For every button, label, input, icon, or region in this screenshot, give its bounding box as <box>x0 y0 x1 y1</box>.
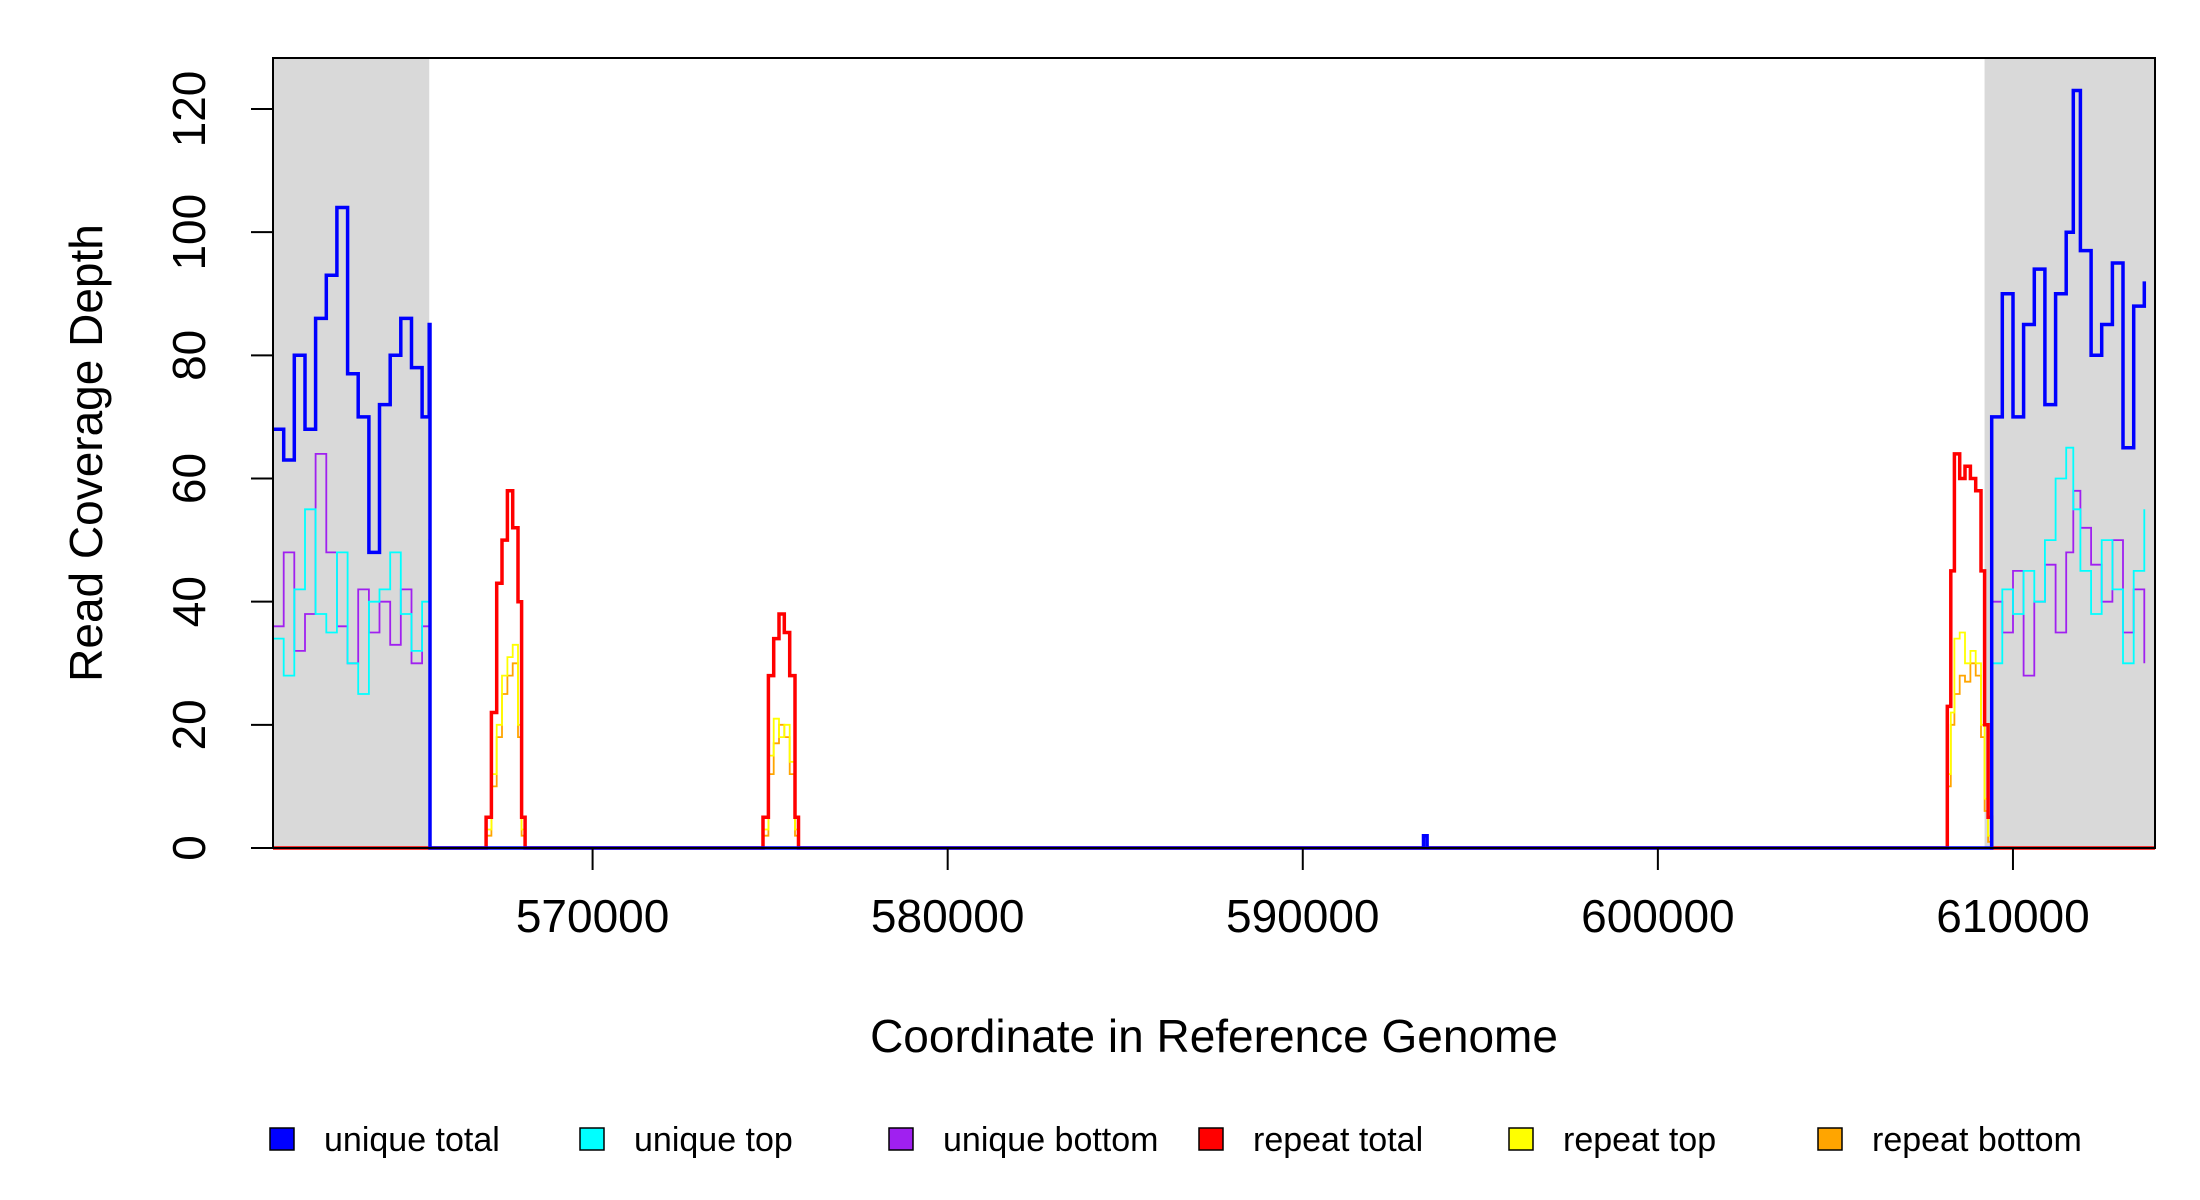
legend-swatch <box>1817 1127 1843 1151</box>
y-tick-label: 100 <box>163 194 215 271</box>
legend-item: unique bottom <box>888 1121 1159 1159</box>
series-line-repeat-top <box>273 631 2155 849</box>
x-axis: 570000 580000 590000 600000 610000 <box>516 847 2090 942</box>
series-line-repeat-total <box>273 452 2155 850</box>
y-tick-label: 120 <box>163 71 215 148</box>
legend-swatch <box>269 1127 295 1151</box>
legend-item: repeat bottom <box>1817 1121 2082 1159</box>
legend-label: unique top <box>634 1121 793 1159</box>
legend-item: repeat top <box>1508 1121 1716 1159</box>
x-tick-label: 580000 <box>871 890 1025 942</box>
legend-label: repeat total <box>1253 1121 1423 1159</box>
legend-item: unique top <box>579 1121 793 1159</box>
legend-label: unique bottom <box>943 1121 1159 1159</box>
legend-label: unique total <box>324 1121 500 1159</box>
y-tick-label: 0 <box>163 835 215 861</box>
y-tick-label: 80 <box>163 330 215 381</box>
legend-swatch <box>579 1127 605 1151</box>
y-tick-label: 40 <box>163 576 215 627</box>
y-axis: 0 20 40 60 80 100 120 <box>163 71 274 861</box>
legend-swatch <box>1198 1127 1224 1151</box>
series-line-unique-total <box>273 88 2147 850</box>
legend-label: repeat bottom <box>1872 1121 2082 1159</box>
x-tick-label: 600000 <box>1581 890 1735 942</box>
legend-label: repeat top <box>1563 1121 1716 1159</box>
legend-swatch <box>888 1127 914 1151</box>
y-axis-title: Read Coverage Depth <box>60 224 112 682</box>
series-line-repeat-bottom <box>273 662 2155 849</box>
series-lines <box>273 88 2155 850</box>
legend-item: unique total <box>269 1121 500 1159</box>
plot-frame <box>272 57 2156 849</box>
shaded-region-0 <box>273 58 430 848</box>
y-tick-label: 20 <box>163 699 215 750</box>
shaded-region-1 <box>1984 58 2155 848</box>
x-tick-label: 590000 <box>1226 890 1380 942</box>
legend-item: repeat total <box>1198 1121 1423 1159</box>
x-tick-label: 570000 <box>516 890 670 942</box>
y-tick-label: 60 <box>163 453 215 504</box>
series-line-unique-bottom <box>273 453 2146 849</box>
legend-swatch <box>1508 1127 1534 1151</box>
legend: unique total unique top unique bottom repea… <box>269 1121 2082 1159</box>
x-axis-title: Coordinate in Reference Genome <box>870 1010 1558 1062</box>
x-tick-label: 610000 <box>1936 890 2090 942</box>
series-line-unique-top <box>273 446 2146 849</box>
shaded-regions <box>273 58 2155 848</box>
